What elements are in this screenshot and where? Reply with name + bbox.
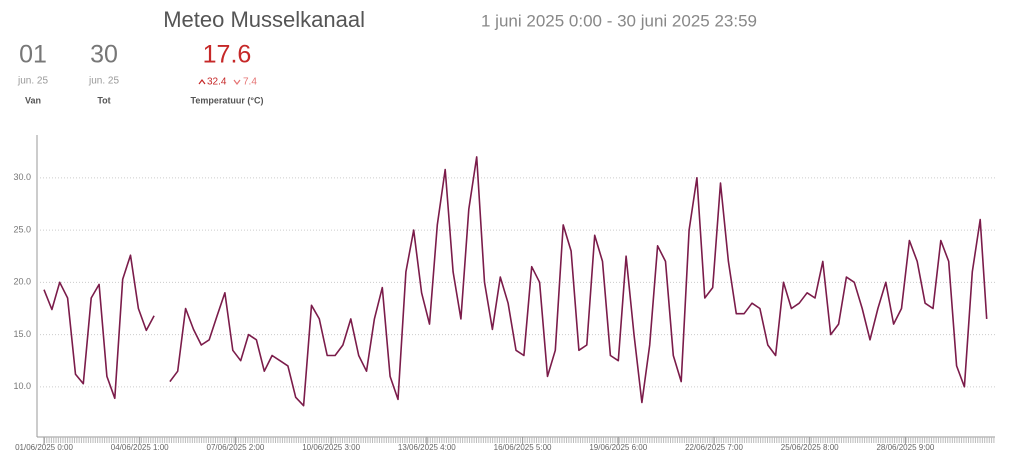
y-tick-label: 30.0	[13, 172, 31, 182]
x-tick-label: 04/06/2025 1:00	[111, 443, 169, 452]
temp-max: 32.4	[207, 77, 227, 88]
x-tick-label: 13/06/2025 4:00	[398, 443, 456, 452]
temp-value: 17.6	[203, 41, 252, 69]
y-tick-label: 10.0	[13, 381, 31, 391]
y-tick-label: 15.0	[13, 329, 31, 339]
x-tick-label: 01/06/2025 0:00	[15, 443, 73, 452]
stat-label: Van	[25, 95, 41, 105]
stat-value: 01	[19, 41, 47, 69]
stat-label: Tot	[97, 95, 110, 105]
title: Meteo Musselkanaal	[163, 7, 365, 32]
x-tick-label: 10/06/2025 3:00	[302, 443, 360, 452]
x-tick-label: 28/06/2025 9:00	[876, 443, 934, 452]
temperature-line	[43, 156, 988, 407]
x-tick-label: 25/06/2025 8:00	[781, 443, 839, 452]
x-tick-label: 22/06/2025 7:00	[685, 443, 743, 452]
subtitle: 1 juni 2025 0:00 - 30 juni 2025 23:59	[481, 11, 757, 30]
down-arrow	[233, 79, 241, 85]
stat-label: Temperatuur (°C)	[191, 95, 264, 105]
y-tick-label: 25.0	[13, 224, 31, 234]
x-tick-label: 16/06/2025 5:00	[494, 443, 552, 452]
up-arrow	[198, 79, 206, 85]
temp-min: 7.4	[243, 77, 257, 88]
stat-value: 30	[90, 41, 118, 69]
stat-sub: jun. 25	[17, 76, 48, 87]
x-tick-label: 07/06/2025 2:00	[207, 443, 265, 452]
x-tick-label: 19/06/2025 6:00	[589, 443, 647, 452]
y-tick-label: 20.0	[13, 277, 31, 287]
stat-sub: jun. 25	[88, 76, 119, 87]
